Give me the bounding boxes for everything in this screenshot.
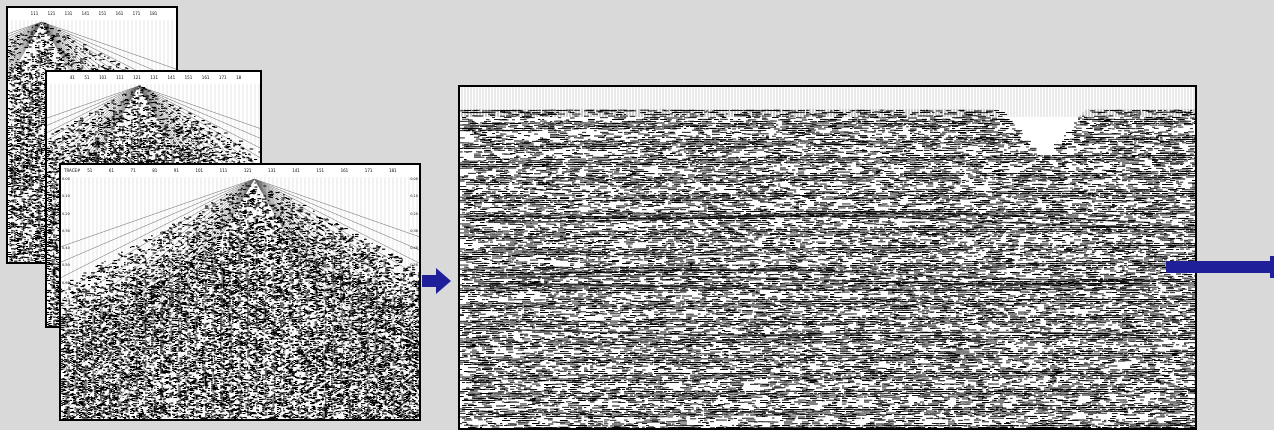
trace-tick-label: 51 — [84, 75, 90, 80]
trace-tick-label: 111 — [219, 168, 228, 173]
time-tick-label: 0.00 — [62, 177, 70, 181]
trace-tick-label: 101 — [98, 75, 107, 80]
trace-tick-label: 131 — [64, 11, 73, 16]
time-tick-label: 1.20 — [62, 384, 70, 389]
trace-tick-label: 111 — [30, 11, 39, 16]
time-tick-label: 1.10 — [410, 367, 418, 372]
shot-gather-front: 51 61 71 81 91 101 111 121 131 141 151 161 171 181 TR… — [59, 163, 421, 421]
time-tick-label: 0.60 — [410, 280, 418, 285]
time-tick-label: 0.20 — [62, 211, 70, 216]
time-tick-label: 1.20 — [410, 384, 418, 389]
trace-tick-label: 151 — [316, 168, 325, 173]
time-tick-label: 0.80 — [62, 315, 70, 320]
trace-tick-label: 161 — [340, 168, 349, 173]
trace-tick-label: 141 — [81, 11, 90, 16]
time-tick-label: 0.40 — [410, 246, 418, 251]
trace-tick-label: 18 — [236, 75, 242, 80]
trace-tick-label: 171 — [364, 168, 373, 173]
trace-tick-label: 121 — [47, 11, 56, 16]
time-tick-label: 1.30 — [62, 401, 70, 406]
trace-tick-label: 161 — [115, 11, 124, 16]
time-tick-label: 0.00 — [410, 177, 418, 181]
arrow-right-icon — [422, 268, 451, 294]
time-tick-label: 0.90 — [410, 332, 418, 337]
time-tick-label: 0.60 — [62, 280, 70, 285]
time-tick-label: 1.10 — [62, 367, 70, 372]
trace-number-axis: 41 51 101 111 121 131 141 151 161 171 18 — [47, 72, 260, 84]
trace-header-label: TRACE# — [64, 168, 81, 173]
trace-tick-label: 61 — [108, 168, 114, 173]
trace-tick-label: 151 — [98, 11, 107, 16]
time-tick-label: 0.20 — [410, 211, 418, 216]
trace-tick-label: 131 — [268, 168, 276, 173]
trace-tick-label: 161 — [201, 75, 210, 80]
trace-tick-label: 121 — [133, 75, 141, 80]
trace-tick-label: 81 — [152, 168, 158, 173]
trace-tick-label: 101 — [195, 168, 204, 173]
time-tick-label: 0.80 — [410, 315, 418, 320]
time-tick-label: 0.10 — [62, 194, 70, 199]
trace-tick-label: 51 — [87, 168, 93, 173]
stacked-seismic-section — [458, 85, 1197, 430]
time-tick-label: 0.90 — [62, 332, 70, 337]
arrow-right-icon — [1166, 256, 1274, 278]
trace-tick-label: 181 — [149, 11, 158, 16]
trace-number-axis: 51 61 71 81 91 101 111 121 131 141 151 161 171 181 — [61, 165, 419, 177]
trace-tick-label: 131 — [150, 75, 158, 80]
time-tick-label: 0.70 — [410, 298, 418, 302]
trace-tick-label: 71 — [130, 168, 136, 173]
seismic-wiggle-traces — [61, 177, 419, 419]
time-axis-right: 0.00 0.10 0.20 0.30 0.40 0.50 0.60 0.70 0.80 0.90… — [402, 177, 418, 419]
trace-tick-label: 121 — [243, 168, 252, 173]
trace-number-axis: 111 121 131 141 151 161 171 181 — [8, 8, 176, 20]
time-tick-label: 0.10 — [410, 194, 418, 199]
trace-tick-label: 141 — [292, 168, 300, 173]
trace-tick-label: 181 — [388, 168, 397, 173]
time-tick-label: 0.40 — [62, 246, 70, 251]
trace-tick-label: 171 — [132, 11, 141, 16]
time-tick-label: 0.50 — [410, 263, 418, 268]
time-tick-label: 0.70 — [62, 298, 70, 302]
trace-tick-label: 91 — [173, 168, 179, 173]
seismic-section-image — [460, 87, 1195, 428]
trace-tick-label: 151 — [184, 75, 193, 80]
time-tick-label: 0.30 — [62, 228, 70, 233]
time-tick-label: 1.30 — [410, 401, 418, 406]
time-tick-label: 1.00 — [62, 349, 70, 354]
time-tick-label: 0.30 — [410, 228, 418, 233]
time-tick-label: 1.00 — [410, 349, 418, 354]
time-axis-left: 0.00 0.10 0.20 0.30 0.40 0.50 0.60 0.70 0.80 0.90… — [62, 177, 78, 419]
trace-tick-label: 41 — [69, 75, 75, 80]
trace-tick-label: 111 — [116, 75, 124, 80]
time-tick-label: 0.50 — [62, 263, 70, 268]
trace-tick-label: 141 — [167, 75, 176, 80]
trace-tick-label: 171 — [218, 75, 227, 80]
